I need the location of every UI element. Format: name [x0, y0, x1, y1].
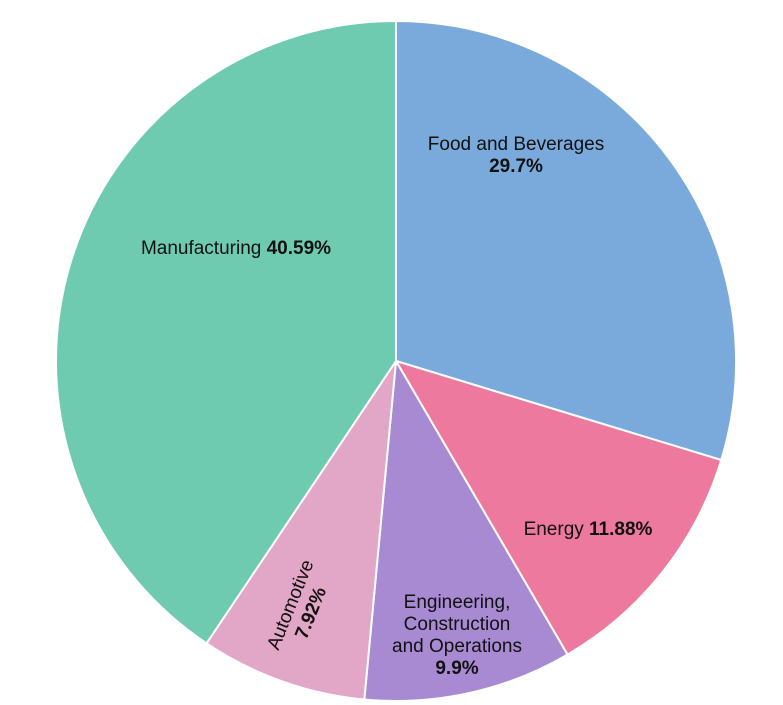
- slice-value-label: 40.59%: [267, 238, 332, 259]
- pie-slice-manufacturing[interactable]: [55, 19, 397, 645]
- pie-label-energy: Energy 11.88%: [524, 519, 653, 540]
- pie-slices: [55, 19, 737, 702]
- pie-slice-energy[interactable]: [393, 359, 723, 656]
- pie-slice-engineering-construction-and-operations[interactable]: [363, 357, 569, 702]
- slice-category-label: Energy: [524, 519, 589, 540]
- slice-value-label: 29.7%: [489, 156, 543, 177]
- slice-value-label: 11.88%: [589, 519, 652, 540]
- pie-labels: Food and Beverages 29.7% Energy 11.88% Engi…: [141, 134, 653, 679]
- slice-category-label: Food and Beverages: [428, 134, 604, 155]
- pie-slice-automotive[interactable]: [205, 360, 397, 701]
- pie-label-food-and-beverages: Food and Beverages 29.7%: [428, 134, 604, 177]
- slice-category-label-line: and Operations: [392, 636, 522, 657]
- pie-label-engineering-construction-and-operations: Engineering, Construction and Operations 9.…: [392, 592, 522, 679]
- pie-label-manufacturing: Manufacturing 40.59%: [141, 238, 331, 259]
- slice-category-label-line: Engineering,: [404, 592, 511, 613]
- pie-slice-food-and-beverages[interactable]: [395, 19, 737, 462]
- slice-category-label: Manufacturing: [141, 238, 267, 259]
- slice-value-label: 9.9%: [435, 658, 478, 679]
- slice-category-label-line: Construction: [404, 614, 511, 635]
